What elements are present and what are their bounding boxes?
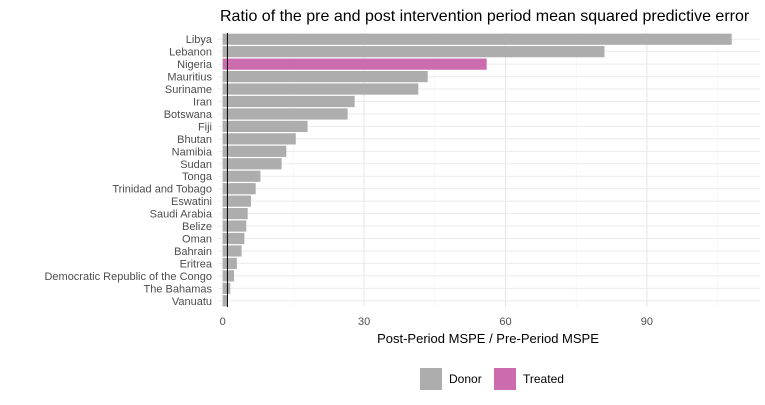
chart-title: Ratio of the pre and post intervention p… bbox=[220, 8, 750, 25]
legend-label-treated: Treated bbox=[523, 372, 564, 386]
category-label: Oman bbox=[182, 234, 212, 246]
category-label: Fiji bbox=[198, 121, 212, 133]
category-label: Nigeria bbox=[177, 59, 213, 71]
bar-belize bbox=[222, 220, 247, 232]
bar-libya bbox=[222, 33, 732, 45]
category-label: Iran bbox=[193, 97, 212, 109]
bar-saudi-arabia bbox=[222, 207, 248, 220]
category-label: Lebanon bbox=[169, 47, 212, 59]
category-label: Saudi Arabia bbox=[150, 209, 213, 221]
bar-nigeria bbox=[222, 58, 487, 70]
bar-bhutan bbox=[222, 133, 296, 145]
category-label: Bhutan bbox=[177, 134, 212, 146]
x-tick-labels: 0 30 60 90 bbox=[220, 316, 653, 328]
category-label: The Bahamas bbox=[144, 283, 213, 295]
category-label: Eritrea bbox=[180, 258, 213, 270]
bar-fiji bbox=[222, 120, 308, 133]
bar-suriname bbox=[222, 83, 419, 95]
bar-eritrea bbox=[222, 257, 237, 270]
category-label: Eswatini bbox=[171, 196, 212, 208]
bar-bahrain bbox=[222, 245, 242, 257]
bars bbox=[222, 33, 732, 307]
bar-tonga bbox=[222, 170, 261, 182]
legend-label-donor: Donor bbox=[449, 372, 482, 386]
category-label: Vanuatu bbox=[172, 296, 212, 308]
x-tick-label: 90 bbox=[641, 316, 653, 328]
category-label: Namibia bbox=[172, 146, 213, 158]
category-label: Belize bbox=[182, 221, 212, 233]
legend-swatch-treated bbox=[494, 368, 516, 390]
bar-iran bbox=[222, 95, 355, 108]
category-labels: LibyaLebanonNigeriaMauritiusSurinameIran… bbox=[44, 34, 212, 308]
category-label: Suriname bbox=[165, 84, 212, 96]
category-label: Mauritius bbox=[167, 72, 212, 84]
category-label: Botswana bbox=[164, 109, 213, 121]
bar-vanuatu bbox=[222, 295, 227, 307]
bar-lebanon bbox=[222, 46, 605, 58]
x-tick-label: 30 bbox=[358, 316, 370, 328]
bar-mauritius bbox=[222, 70, 428, 83]
category-label: Tonga bbox=[182, 171, 213, 183]
bar-namibia bbox=[222, 145, 287, 157]
bar-sudan bbox=[222, 158, 282, 170]
legend: Donor Treated bbox=[420, 368, 564, 390]
bar-trinidad-and-tobago bbox=[222, 183, 256, 195]
category-label: Trinidad and Tobago bbox=[112, 184, 212, 196]
category-label: Sudan bbox=[180, 159, 212, 171]
legend-swatch-donor bbox=[420, 368, 442, 390]
bar-botswana bbox=[222, 108, 348, 120]
x-tick-label: 0 bbox=[220, 316, 226, 328]
x-tick-label: 60 bbox=[499, 316, 511, 328]
category-label: Libya bbox=[186, 34, 213, 46]
category-label: Democratic Republic of the Congo bbox=[44, 271, 212, 283]
category-label: Bahrain bbox=[174, 246, 212, 258]
x-axis-title: Post-Period MSPE / Pre-Period MSPE bbox=[377, 331, 599, 346]
bar-oman bbox=[222, 232, 245, 245]
bar-democratic-republic-of-the-congo bbox=[222, 270, 235, 282]
bar-eswatini bbox=[222, 195, 251, 207]
bar-the-bahamas bbox=[222, 282, 231, 294]
